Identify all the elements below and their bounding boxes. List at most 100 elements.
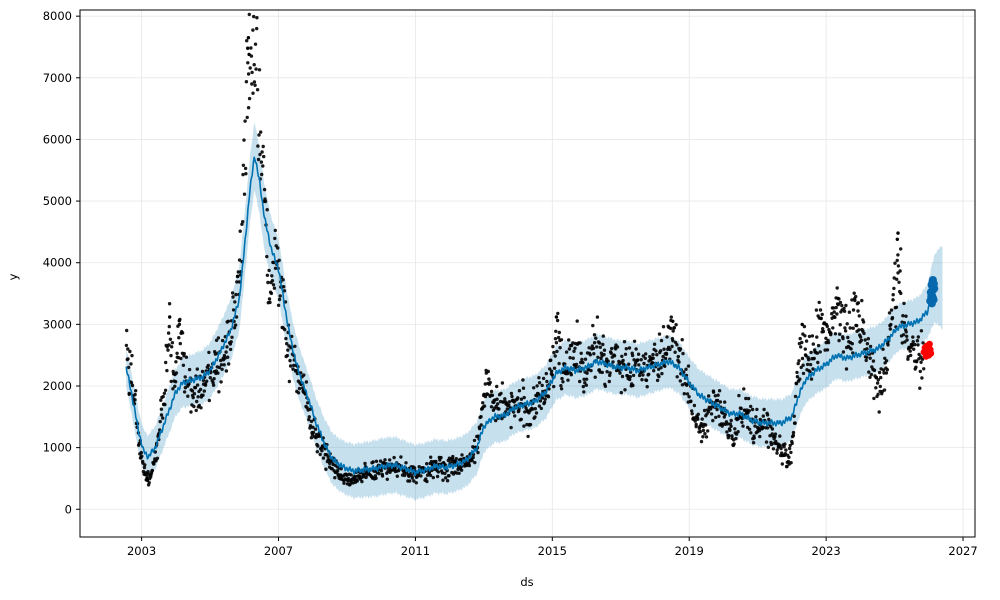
observed-point xyxy=(627,362,631,366)
observed-point xyxy=(835,312,839,316)
observed-point xyxy=(257,68,262,72)
observed-point xyxy=(261,164,265,168)
observed-point xyxy=(910,343,914,347)
observed-point xyxy=(884,371,889,375)
observed-point xyxy=(593,375,597,379)
observed-point xyxy=(174,380,178,384)
observed-point xyxy=(165,368,169,373)
observed-point xyxy=(126,357,130,361)
observed-point xyxy=(170,345,174,349)
observed-point xyxy=(259,130,263,134)
observed-point xyxy=(220,338,225,343)
observed-point xyxy=(256,157,261,162)
observed-point xyxy=(641,354,645,358)
observed-point xyxy=(333,476,337,480)
observed-point xyxy=(736,430,740,434)
observed-point xyxy=(728,428,732,432)
observed-point xyxy=(192,404,196,409)
observed-point xyxy=(645,385,649,389)
observed-point xyxy=(865,355,869,359)
observed-point xyxy=(805,362,810,367)
observed-point xyxy=(243,119,247,123)
observed-point xyxy=(820,312,824,317)
observed-point xyxy=(574,362,579,367)
observed-point xyxy=(582,390,586,394)
observed-point xyxy=(693,419,697,423)
observed-point xyxy=(825,348,830,352)
observed-point xyxy=(249,46,253,50)
observed-point xyxy=(856,309,860,313)
observed-point xyxy=(836,296,840,301)
observed-point xyxy=(219,363,224,367)
observed-point xyxy=(682,370,686,374)
y-tick-label: 8000 xyxy=(43,9,72,23)
observed-point xyxy=(671,339,675,343)
observed-point xyxy=(483,382,487,386)
observed-point xyxy=(282,289,287,293)
observed-point xyxy=(851,308,856,312)
observed-point xyxy=(783,442,787,446)
observed-point xyxy=(535,384,539,388)
observed-point xyxy=(125,328,129,333)
observed-point xyxy=(190,389,195,393)
observed-point xyxy=(900,341,904,345)
observed-point xyxy=(690,412,694,416)
observed-point xyxy=(607,379,611,384)
observed-point xyxy=(733,427,737,431)
observed-point xyxy=(285,353,289,358)
observed-point xyxy=(896,264,901,268)
x-tick-label: 2007 xyxy=(264,544,293,558)
observed-point xyxy=(680,383,685,387)
observed-point xyxy=(575,319,579,323)
observed-point xyxy=(732,442,736,446)
observed-point xyxy=(574,365,578,370)
observed-point xyxy=(677,360,681,364)
observed-point xyxy=(641,373,645,377)
observed-point xyxy=(237,258,242,262)
observed-point xyxy=(296,391,301,395)
observed-point xyxy=(655,353,659,357)
observed-point xyxy=(702,408,707,413)
observed-point xyxy=(207,350,211,355)
observed-point xyxy=(904,314,908,318)
observed-point xyxy=(588,353,592,357)
observed-point xyxy=(223,356,227,360)
recent-actual-point xyxy=(926,340,933,348)
observed-point xyxy=(177,319,181,323)
observed-point xyxy=(861,320,866,324)
observed-point xyxy=(905,338,909,342)
observed-point xyxy=(801,363,805,367)
observed-point xyxy=(895,258,899,263)
observed-point xyxy=(581,384,585,389)
observed-point xyxy=(378,459,383,463)
observed-point xyxy=(603,384,608,388)
observed-point xyxy=(637,363,641,367)
observed-point xyxy=(181,363,186,367)
observed-point xyxy=(838,300,843,305)
observed-point xyxy=(584,377,589,381)
observed-point xyxy=(241,220,245,224)
observed-point xyxy=(903,340,907,344)
observed-point xyxy=(195,399,199,404)
observed-point xyxy=(571,341,575,345)
observed-point xyxy=(747,409,751,413)
observed-point xyxy=(800,322,804,327)
observed-point xyxy=(159,407,164,411)
observed-point xyxy=(425,462,429,466)
observed-point xyxy=(507,403,511,407)
observed-point xyxy=(709,412,714,416)
observed-point xyxy=(620,354,624,358)
observed-point xyxy=(905,334,909,338)
observed-point xyxy=(795,370,799,375)
observed-point xyxy=(543,397,547,401)
observed-point xyxy=(700,417,704,421)
observed-point xyxy=(182,390,187,394)
y-tick-label: 7000 xyxy=(43,71,72,85)
observed-point xyxy=(476,434,480,438)
x-tick-label: 2019 xyxy=(675,544,704,558)
observed-point xyxy=(320,449,324,453)
observed-point xyxy=(706,410,711,414)
observed-point xyxy=(591,323,595,328)
observed-point xyxy=(842,309,847,313)
observed-point xyxy=(134,389,138,393)
